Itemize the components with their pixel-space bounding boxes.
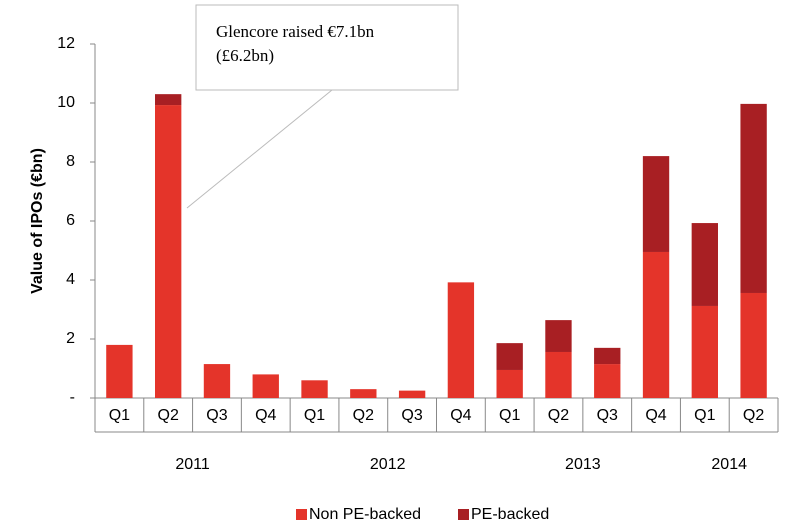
- y-tick-label: 12: [57, 35, 75, 52]
- bar-segment: [203, 364, 231, 398]
- annotation-box: [195, 4, 459, 91]
- bar-segment: [642, 251, 670, 398]
- legend-swatch: [296, 509, 307, 520]
- bar-segment: [301, 380, 328, 398]
- x-tick-label: Q3: [597, 407, 618, 424]
- legend-label: Non PE-backed: [309, 506, 421, 523]
- x-tick-label: Q1: [304, 407, 325, 424]
- annotation-text: Glencore raised €7.1bn: [216, 22, 375, 41]
- bar-segment: [642, 156, 670, 252]
- bar-segment: [545, 351, 572, 398]
- y-tick-label: 10: [57, 94, 75, 111]
- year-label: 2012: [370, 456, 406, 473]
- y-tick-label: 4: [66, 271, 75, 288]
- annotation-text: (£6.2bn): [216, 46, 274, 65]
- bar-segment: [496, 343, 523, 370]
- y-tick-label: 8: [66, 153, 75, 170]
- x-tick-label: Q3: [401, 407, 422, 424]
- x-tick-label: Q1: [109, 407, 130, 424]
- bar-segment: [447, 282, 475, 398]
- x-tick-label: Q4: [255, 407, 276, 424]
- bar-segment: [740, 292, 767, 398]
- year-label: 2014: [711, 456, 747, 473]
- bar-segment: [594, 364, 621, 398]
- bar-segment: [545, 320, 572, 352]
- x-tick-label: Q4: [645, 407, 666, 424]
- legend-swatch: [458, 509, 469, 520]
- bar-segment: [691, 305, 718, 398]
- bar-segment: [691, 223, 718, 306]
- y-tick-label: -: [70, 389, 75, 406]
- x-tick-label: Q1: [499, 407, 520, 424]
- y-tick-label: 6: [66, 212, 75, 229]
- x-tick-label: Q2: [353, 407, 374, 424]
- bar-segment: [155, 105, 182, 398]
- x-tick-label: Q1: [694, 407, 715, 424]
- bar-segment: [350, 389, 377, 398]
- x-tick-label: Q2: [158, 407, 179, 424]
- bar-segment: [155, 94, 182, 106]
- y-tick-label: 2: [66, 330, 75, 347]
- bar-segment: [252, 374, 279, 398]
- x-tick-label: Q3: [206, 407, 227, 424]
- legend-label: PE-backed: [471, 506, 549, 523]
- bar-segment: [398, 390, 426, 398]
- annotation-leader: [186, 89, 333, 209]
- year-label: 2013: [565, 456, 601, 473]
- bar-segment: [106, 344, 133, 398]
- bar-segment: [740, 103, 767, 293]
- x-tick-label: Q2: [743, 407, 764, 424]
- x-tick-label: Q2: [548, 407, 569, 424]
- bar-segment: [594, 347, 621, 365]
- bar-segment: [496, 369, 523, 398]
- year-label: 2011: [175, 456, 210, 473]
- y-axis-label: Value of IPOs (€bn): [29, 148, 46, 294]
- x-tick-label: Q4: [450, 407, 471, 424]
